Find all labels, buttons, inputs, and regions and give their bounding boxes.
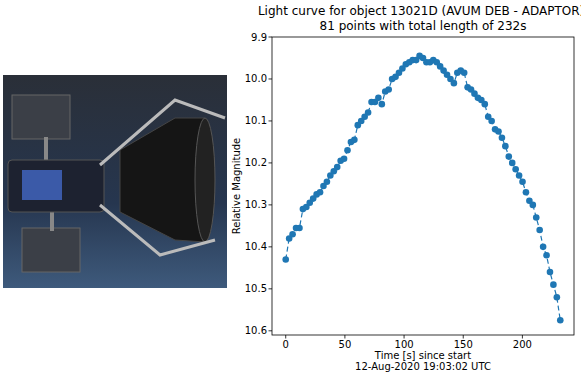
data-point bbox=[495, 128, 502, 135]
y-tick bbox=[269, 120, 273, 121]
data-point bbox=[461, 69, 468, 76]
data-point bbox=[509, 160, 516, 167]
x-tick bbox=[522, 335, 523, 339]
x-tick bbox=[463, 335, 464, 339]
x-axis-title: Time [s] since start12-Aug-2020 19:03:02… bbox=[355, 350, 491, 372]
y-tick-label: 10.6 bbox=[245, 325, 267, 336]
data-point bbox=[375, 95, 382, 102]
data-point bbox=[481, 101, 488, 108]
y-tick bbox=[269, 288, 273, 289]
x-tick-label: 0 bbox=[283, 339, 289, 350]
illustration bbox=[3, 75, 227, 288]
y-tick-label: 10.0 bbox=[245, 73, 267, 84]
data-point bbox=[289, 231, 296, 238]
x-tick bbox=[344, 335, 345, 339]
y-tick-label: 10.4 bbox=[245, 241, 267, 252]
data-point bbox=[296, 225, 303, 232]
data-point bbox=[334, 164, 341, 171]
x-tick-label: 100 bbox=[395, 339, 414, 350]
illustration-bg bbox=[3, 75, 227, 288]
canvas: Light curve for object 13021D (AVUM DEB … bbox=[0, 0, 581, 378]
data-point bbox=[557, 317, 564, 324]
data-point bbox=[505, 153, 512, 160]
data-point bbox=[530, 202, 537, 209]
y-tick-label: 9.9 bbox=[251, 32, 267, 43]
y-tick bbox=[269, 162, 273, 163]
data-point bbox=[540, 244, 547, 251]
plot-area bbox=[282, 53, 563, 324]
data-point bbox=[341, 155, 348, 162]
chart-title: Light curve for object 13021D (AVUM DEB … bbox=[258, 4, 581, 33]
data-point bbox=[282, 256, 289, 263]
y-tick bbox=[269, 78, 273, 79]
data-point bbox=[516, 172, 523, 179]
data-point bbox=[317, 189, 324, 196]
plot-frame bbox=[272, 37, 574, 335]
x-tick-label: 150 bbox=[454, 339, 473, 350]
y-tick-label: 10.1 bbox=[245, 115, 267, 126]
y-tick bbox=[269, 37, 273, 38]
y-tick-label: 10.5 bbox=[245, 283, 267, 294]
data-point bbox=[488, 118, 495, 125]
data-point bbox=[550, 281, 557, 288]
data-point bbox=[523, 189, 530, 196]
y-tick bbox=[269, 246, 273, 247]
adaptor-rim bbox=[195, 118, 215, 242]
data-point bbox=[499, 134, 506, 141]
data-point bbox=[543, 252, 550, 259]
x-tick-label: 200 bbox=[513, 339, 532, 350]
data-point bbox=[344, 147, 351, 154]
data-point bbox=[379, 101, 386, 108]
data-point bbox=[536, 227, 543, 234]
y-axis-title: Relative Magnitude bbox=[231, 138, 242, 234]
y-tick-label: 10.2 bbox=[245, 157, 267, 168]
x-tick-label: 50 bbox=[339, 339, 352, 350]
satellite-body bbox=[8, 160, 104, 212]
data-point bbox=[351, 137, 358, 144]
data-point bbox=[533, 214, 540, 221]
y-tick bbox=[269, 330, 273, 331]
y-tick-label: 10.3 bbox=[245, 199, 267, 210]
y-tick bbox=[269, 204, 273, 205]
solar-panel bbox=[12, 95, 70, 139]
x-tick bbox=[285, 335, 286, 339]
data-point bbox=[547, 269, 554, 276]
data-point bbox=[502, 143, 509, 150]
data-point bbox=[554, 294, 561, 301]
solar-panel bbox=[22, 228, 80, 272]
data-point bbox=[324, 179, 331, 186]
data-point bbox=[451, 80, 458, 87]
light-curve-line bbox=[286, 56, 561, 320]
x-tick bbox=[404, 335, 405, 339]
capture-arm bbox=[100, 100, 225, 255]
data-point bbox=[385, 86, 392, 93]
data-point bbox=[512, 166, 519, 173]
data-point bbox=[519, 179, 526, 186]
data-point bbox=[365, 109, 372, 116]
satellite-face bbox=[22, 170, 62, 200]
